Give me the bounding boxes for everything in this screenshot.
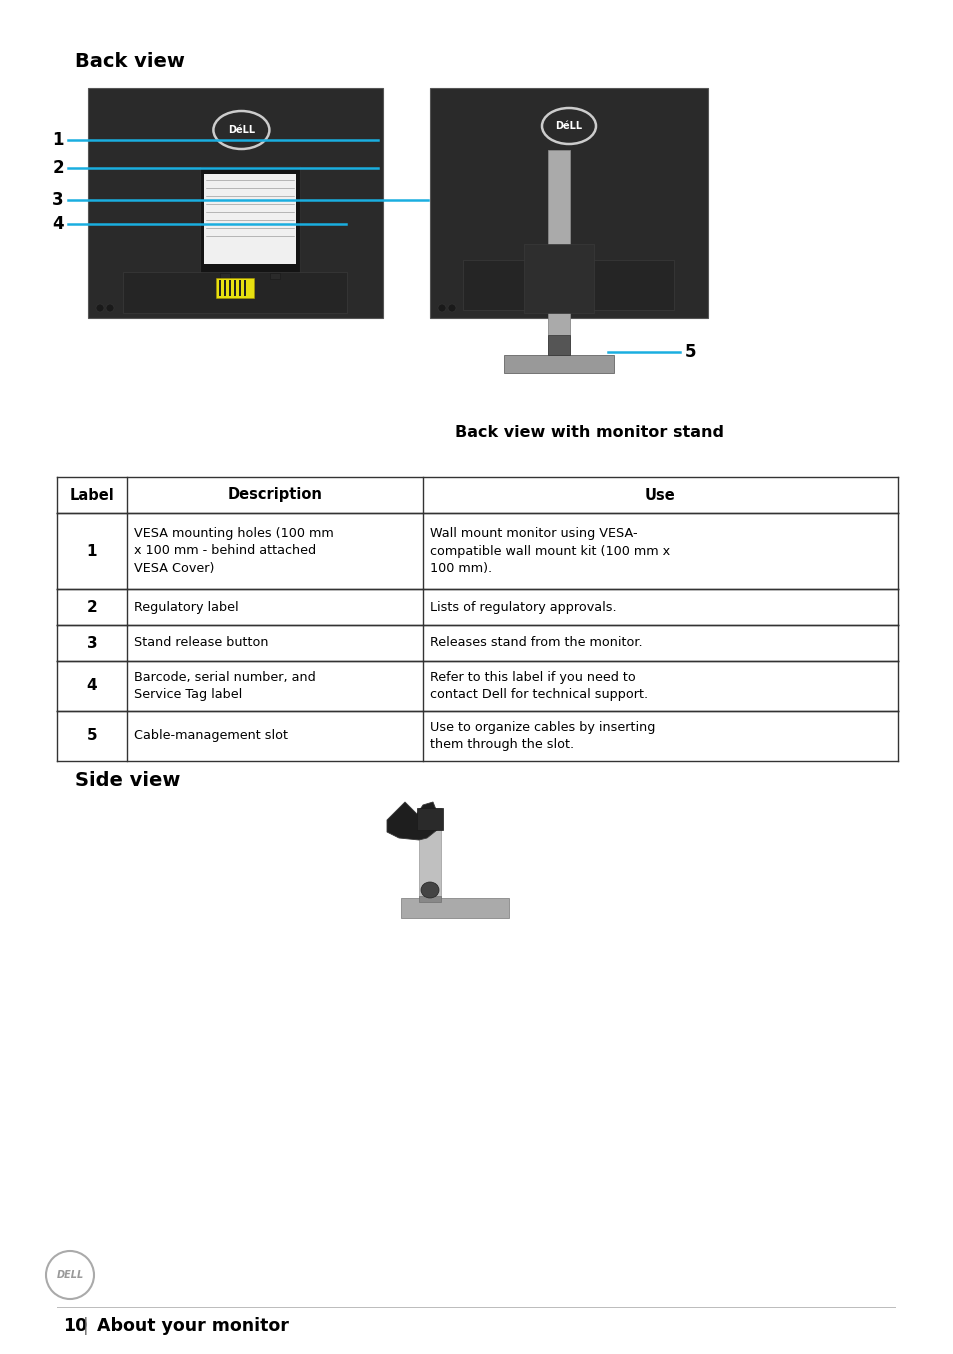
Bar (216, 278, 254, 298)
Text: 2: 2 (87, 600, 97, 615)
Text: Stand release button: Stand release button (133, 636, 268, 650)
Bar (270, 274, 280, 279)
Text: 5: 5 (87, 728, 97, 743)
Text: VESA mounting holes (100 mm
x 100 mm - behind attached
VESA Cover): VESA mounting holes (100 mm x 100 mm - b… (133, 527, 334, 575)
Text: Releases stand from the monitor.: Releases stand from the monitor. (430, 636, 641, 650)
Text: Back view: Back view (75, 51, 185, 70)
Text: Side view: Side view (75, 770, 180, 789)
Circle shape (448, 305, 456, 311)
Bar (239, 280, 241, 297)
Bar (88, 88, 382, 318)
Text: DéLL: DéLL (228, 125, 254, 135)
Bar (430, 88, 707, 318)
Bar (547, 150, 569, 355)
Text: Lists of regulatory approvals.: Lists of regulatory approvals. (430, 601, 616, 613)
Bar (123, 272, 347, 313)
Bar (220, 274, 230, 279)
Bar (219, 280, 221, 297)
Text: Use: Use (644, 487, 675, 502)
Bar (204, 175, 295, 264)
Text: 3: 3 (52, 191, 64, 209)
Text: Back view with monitor stand: Back view with monitor stand (455, 425, 723, 440)
Text: Barcode, serial number, and
Service Tag label: Barcode, serial number, and Service Tag … (133, 670, 315, 701)
Bar (244, 280, 246, 297)
Bar (523, 244, 594, 313)
Bar (503, 355, 614, 372)
Text: |: | (83, 1317, 89, 1335)
Text: 10: 10 (63, 1317, 87, 1335)
Circle shape (437, 305, 446, 311)
Circle shape (106, 305, 113, 311)
Bar (418, 896, 440, 902)
Bar (416, 808, 442, 830)
Text: Cable-management slot: Cable-management slot (133, 730, 288, 742)
Text: Description: Description (227, 487, 322, 502)
Text: DELL: DELL (56, 1270, 84, 1280)
Ellipse shape (420, 881, 438, 898)
Bar (57, 477, 897, 761)
Text: Use to organize cables by inserting
them through the slot.: Use to organize cables by inserting them… (430, 720, 655, 751)
Circle shape (96, 305, 104, 311)
Bar (234, 280, 236, 297)
Bar (547, 334, 569, 355)
Text: 4: 4 (87, 678, 97, 693)
Polygon shape (387, 802, 436, 839)
Text: DéLL: DéLL (555, 121, 582, 131)
Text: About your monitor: About your monitor (97, 1317, 289, 1335)
Text: 2: 2 (52, 158, 64, 177)
Bar (200, 167, 299, 282)
Text: Regulatory label: Regulatory label (133, 601, 238, 613)
Bar (224, 280, 226, 297)
Text: 3: 3 (87, 635, 97, 650)
Text: Wall mount monitor using VESA-
compatible wall mount kit (100 mm x
100 mm).: Wall mount monitor using VESA- compatibl… (430, 527, 669, 575)
Bar (400, 898, 509, 918)
Text: 1: 1 (87, 543, 97, 558)
Bar (462, 260, 673, 310)
Text: Label: Label (70, 487, 114, 502)
Text: 4: 4 (52, 215, 64, 233)
Text: 1: 1 (52, 131, 64, 149)
Text: Refer to this label if you need to
contact Dell for technical support.: Refer to this label if you need to conta… (430, 670, 647, 701)
Text: 5: 5 (684, 343, 696, 362)
Bar (418, 808, 440, 898)
Bar (230, 280, 232, 297)
